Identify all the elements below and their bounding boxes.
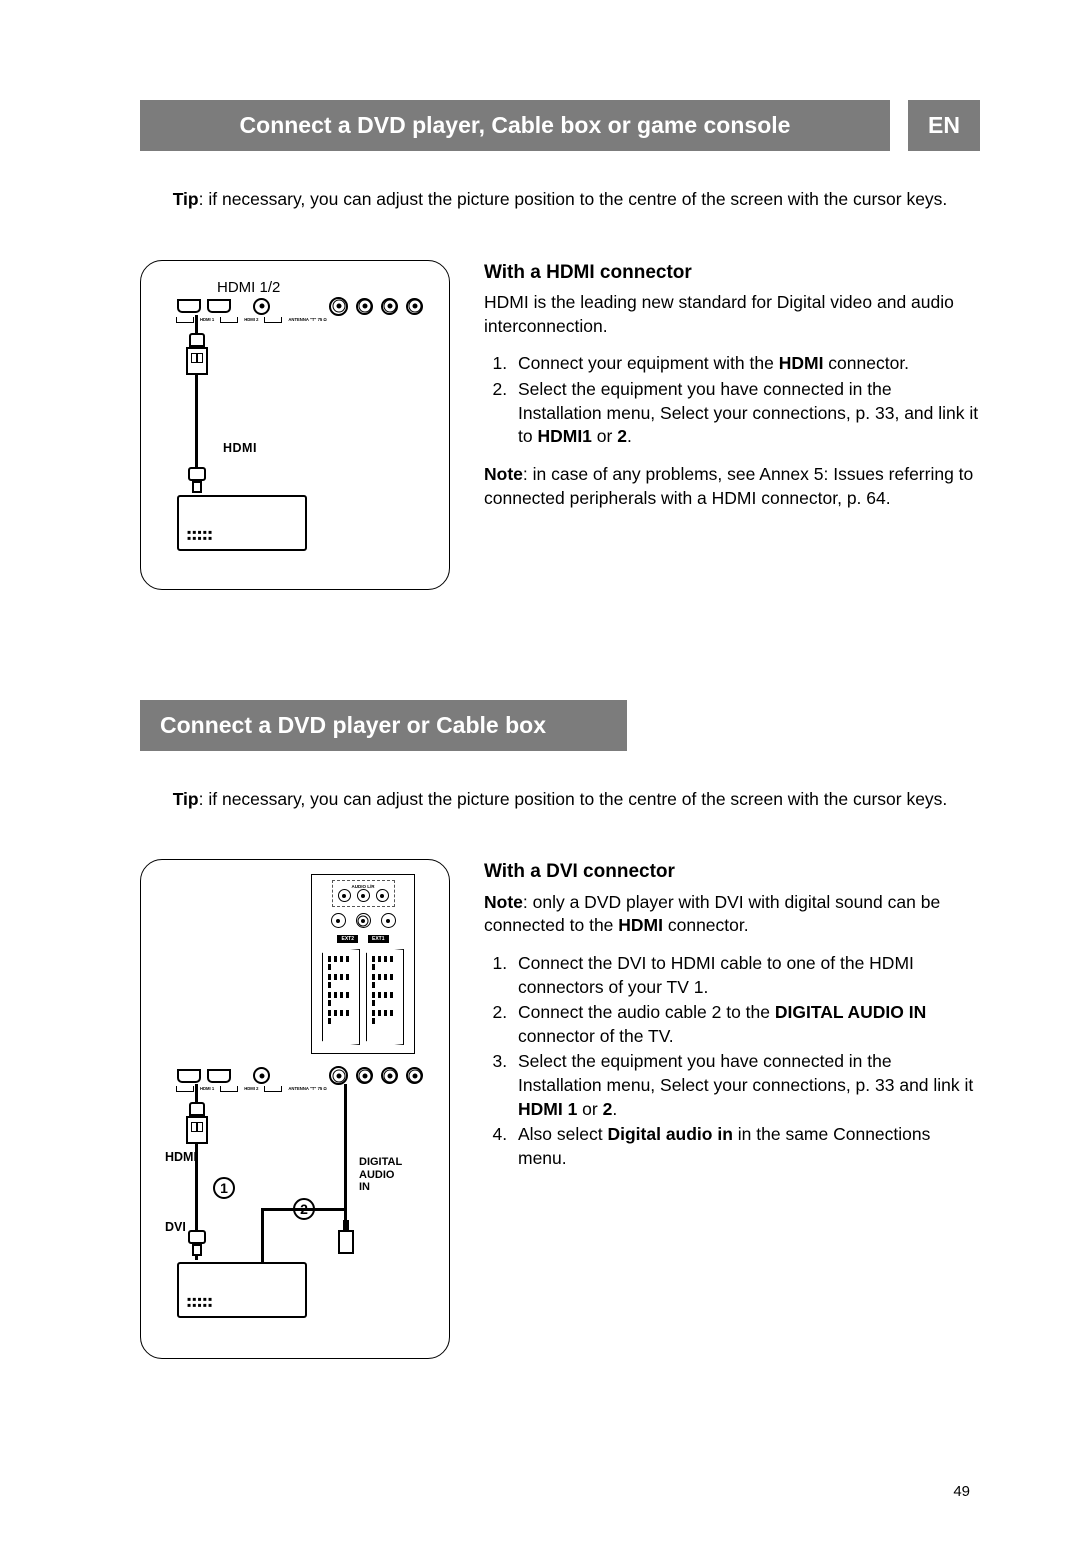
tip-text: : if necessary, you can adjust the pictu… bbox=[199, 789, 948, 809]
hdmi-port-icon bbox=[177, 1069, 201, 1083]
device-dots-icon: ▪▪▪▪▪▪▪▪▪▪ bbox=[187, 529, 213, 541]
antenna-jack-icon bbox=[253, 298, 270, 315]
rear-panel-icon: AUDIO L/R EXT2 EXT1 bbox=[311, 874, 415, 1054]
audio-jack-icon bbox=[356, 298, 373, 315]
hdmi-12-label: HDMI 1/2 bbox=[217, 279, 280, 296]
hdmi-plug-icon bbox=[188, 467, 206, 493]
device-dots-icon: ▪▪▪▪▪▪▪▪▪▪ bbox=[187, 1296, 213, 1308]
section2-steps: Connect the DVI to HDMI cable to one of … bbox=[484, 952, 980, 1171]
device-box-icon: ▪▪▪▪▪▪▪▪▪▪ bbox=[177, 1262, 307, 1318]
section1-intro: HDMI is the leading new standard for Dig… bbox=[484, 291, 980, 338]
callout-1: 1 bbox=[213, 1177, 235, 1199]
hdmi-port-icon bbox=[207, 1069, 231, 1083]
scart-connector-icon bbox=[366, 949, 404, 1045]
audio-jack-icon bbox=[381, 1067, 398, 1084]
dvi-diagram: AUDIO L/R EXT2 EXT1 bbox=[140, 859, 450, 1359]
section2-note: Note: only a DVD player with DVI with di… bbox=[484, 891, 980, 938]
port-row bbox=[177, 297, 423, 316]
page-number: 49 bbox=[953, 1483, 970, 1500]
tip-label: Tip bbox=[173, 189, 199, 209]
hdmi-plug-icon bbox=[186, 333, 208, 383]
scart-connector-icon bbox=[322, 949, 360, 1045]
audio-cable-icon bbox=[344, 1084, 347, 1224]
audio-cable-icon bbox=[261, 1208, 264, 1262]
section2-subheading: With a DVI connector bbox=[484, 859, 980, 885]
list-item: Connect the DVI to HDMI cable to one of … bbox=[512, 952, 980, 999]
list-item: Also select Digital audio in in the same… bbox=[512, 1123, 980, 1170]
section1-header-row: Connect a DVD player, Cable box or game … bbox=[140, 100, 980, 151]
dvi-plug-icon bbox=[188, 1230, 206, 1256]
hdmi-diagram: HDMI 1/2 HDMI 1 bbox=[140, 260, 450, 590]
list-item: Select the equipment you have connected … bbox=[512, 378, 980, 449]
hdmi-plug-icon bbox=[186, 1102, 208, 1144]
dvi-label: DVI bbox=[165, 1220, 186, 1234]
section1-tip: Tip: if necessary, you can adjust the pi… bbox=[140, 187, 980, 212]
section2-text: With a DVI connector Note: only a DVD pl… bbox=[484, 859, 980, 1185]
section2-title: Connect a DVD player or Cable box bbox=[140, 700, 627, 751]
digital-audio-in-label: DIGITAL AUDIO IN bbox=[359, 1156, 402, 1194]
hdmi-port-icon bbox=[177, 299, 201, 313]
section1-note: Note: in case of any problems, see Annex… bbox=[484, 463, 980, 510]
language-badge: EN bbox=[908, 100, 980, 151]
section1-content: HDMI 1/2 HDMI 1 bbox=[140, 260, 980, 590]
section1-text: With a HDMI connector HDMI is the leadin… bbox=[484, 260, 980, 525]
section1-subheading: With a HDMI connector bbox=[484, 260, 980, 286]
port-row bbox=[177, 1066, 423, 1085]
list-item: Connect the audio cable 2 to the DIGITAL… bbox=[512, 1001, 980, 1048]
audio-jack-icon bbox=[406, 298, 423, 315]
digital-audio-jack-icon bbox=[329, 297, 348, 316]
section2-tip: Tip: if necessary, you can adjust the pi… bbox=[140, 787, 980, 812]
antenna-jack-icon bbox=[253, 1067, 270, 1084]
audio-jack-icon bbox=[406, 1067, 423, 1084]
audio-jack-icon bbox=[381, 298, 398, 315]
hdmi-cable-label: HDMI bbox=[223, 441, 257, 455]
audio-cable-icon bbox=[261, 1208, 347, 1211]
tip-label: Tip bbox=[173, 789, 199, 809]
audio-plug-icon bbox=[338, 1220, 354, 1254]
audio-jack-icon bbox=[356, 1067, 373, 1084]
section1-steps: Connect your equipment with the HDMI con… bbox=[484, 352, 980, 449]
list-item: Connect your equipment with the HDMI con… bbox=[512, 352, 980, 376]
digital-audio-jack-icon bbox=[329, 1066, 348, 1085]
manual-page: Connect a DVD player, Cable box or game … bbox=[0, 0, 1080, 1399]
section2-content: AUDIO L/R EXT2 EXT1 bbox=[140, 859, 980, 1359]
section1-title: Connect a DVD player, Cable box or game … bbox=[140, 100, 890, 151]
device-box-icon: ▪▪▪▪▪▪▪▪▪▪ bbox=[177, 495, 307, 551]
hdmi-label: HDMI bbox=[165, 1150, 197, 1164]
tip-text: : if necessary, you can adjust the pictu… bbox=[199, 189, 948, 209]
list-item: Select the equipment you have connected … bbox=[512, 1050, 980, 1121]
hdmi-port-icon bbox=[207, 299, 231, 313]
